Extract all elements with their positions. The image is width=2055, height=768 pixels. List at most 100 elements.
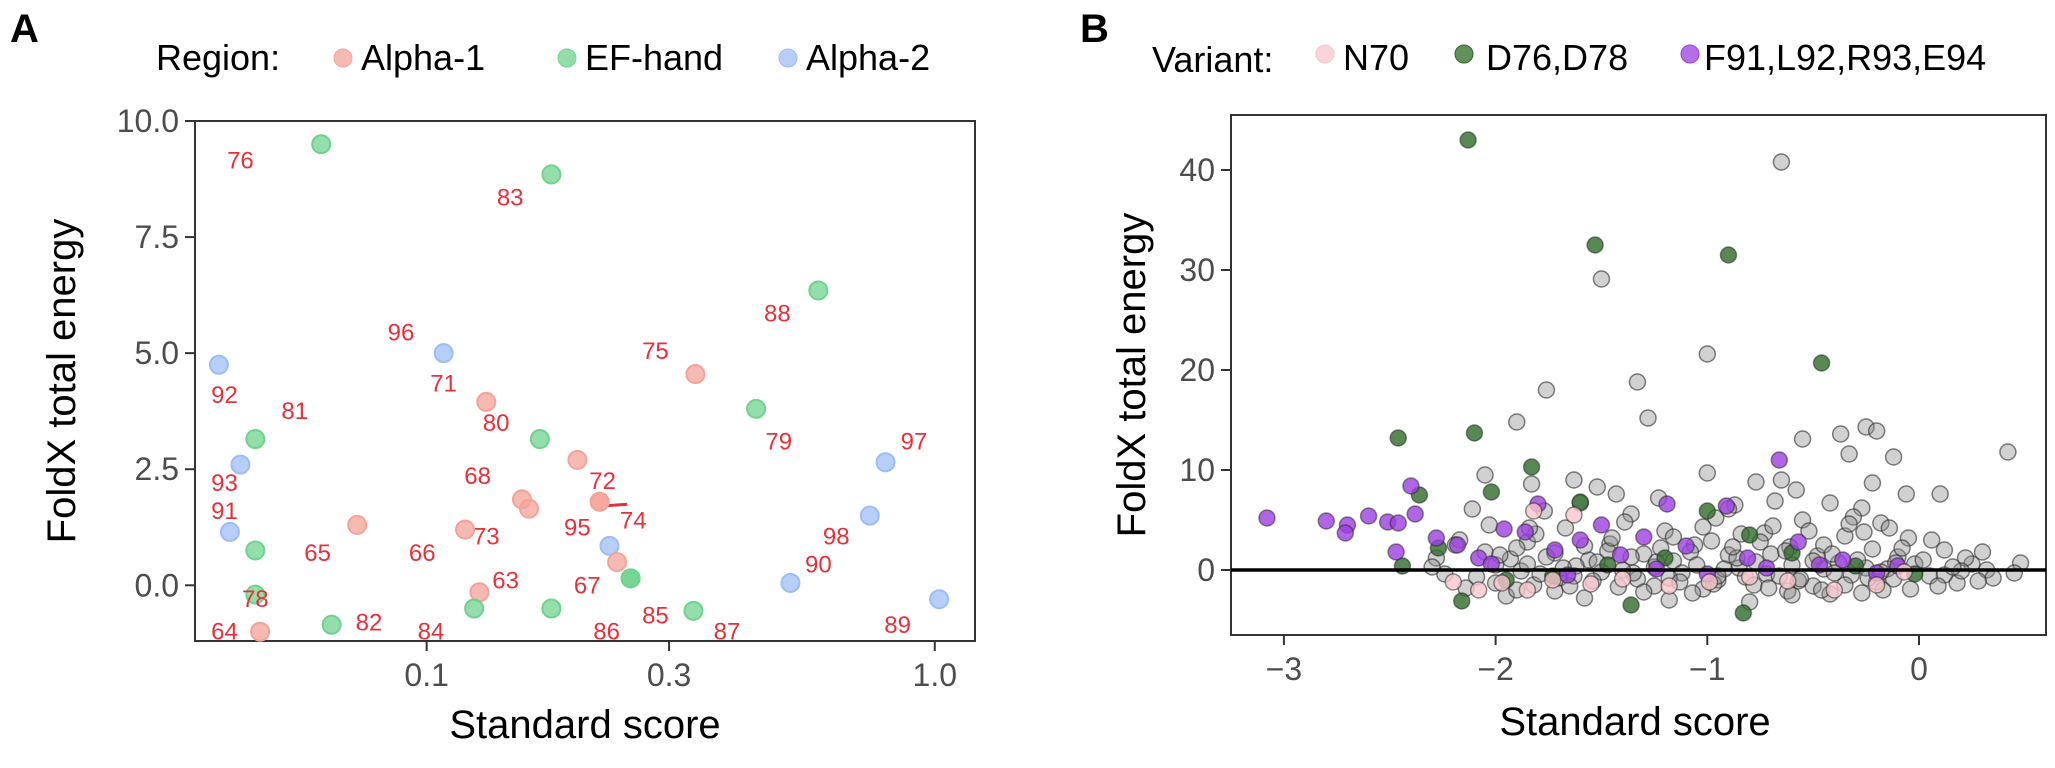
background-point <box>1821 494 1839 512</box>
variant-point <box>1469 581 1488 599</box>
variant-point <box>1611 546 1630 564</box>
variant-point <box>1524 502 1543 520</box>
background-point <box>1766 492 1784 510</box>
background-point <box>1867 422 1886 440</box>
point-label: 71 <box>430 370 457 397</box>
point-label: 87 <box>714 619 741 646</box>
background-point <box>1537 381 1556 399</box>
point-label: 63 <box>492 568 519 595</box>
panel-b-x-axis-label: Standard score <box>1499 700 1770 744</box>
variant-point <box>1895 563 1913 581</box>
legend-b-label-f91-l92-r93-e94: F91,L92,R93,E94 <box>1704 37 1986 78</box>
background-point <box>1914 551 1932 569</box>
legend-a-marker-ef-hand <box>557 48 577 68</box>
background-point <box>1787 481 1805 499</box>
background-point <box>1694 518 1712 536</box>
background-point <box>2005 564 2023 582</box>
background-point <box>1723 538 1742 556</box>
background-point <box>1931 485 1949 503</box>
data-point <box>476 391 497 412</box>
variant-point <box>1622 596 1640 614</box>
data-point <box>219 521 240 542</box>
panel-b-legend-title: Variant: <box>1152 39 1273 80</box>
variant-point <box>1770 451 1789 469</box>
variant-point <box>1700 573 1719 591</box>
variant-point <box>1482 555 1501 573</box>
variant-point <box>1258 509 1276 527</box>
point-label: 64 <box>211 619 238 646</box>
point-label: 78 <box>242 586 269 613</box>
x-tick-label: −2 <box>1477 651 1513 687</box>
panel-b: B Variant: N70 D76,D78 F91,L92,R93,E94 0… <box>1080 7 2047 744</box>
background-point <box>1944 558 1962 576</box>
variant-point <box>1317 512 1336 530</box>
background-point <box>1615 513 1634 531</box>
variant-point <box>1493 574 1511 592</box>
panel-a-x-axis-label: Standard score <box>449 703 720 747</box>
y-tick-label: 10 <box>1179 452 1215 488</box>
point-label: 92 <box>211 382 238 409</box>
background-point <box>1702 532 1721 550</box>
background-point <box>1793 430 1812 448</box>
background-point <box>1518 555 1537 573</box>
variant-point <box>1867 576 1886 594</box>
point-label: 84 <box>418 619 445 646</box>
y-tick-label: 5.0 <box>135 335 179 371</box>
background-point <box>1973 543 1992 561</box>
background-point <box>1628 373 1647 391</box>
y-tick-label: 40 <box>1179 152 1215 188</box>
point-label: 86 <box>593 619 620 646</box>
data-point <box>589 491 610 512</box>
background-point <box>1508 413 1526 431</box>
point-label: 65 <box>304 540 331 567</box>
variant-point <box>1336 524 1355 542</box>
y-tick-label: 10.0 <box>117 103 179 139</box>
point-label: 75 <box>642 338 669 365</box>
variant-point <box>1789 533 1808 551</box>
variant-point <box>1677 537 1695 555</box>
variant-point <box>1834 551 1852 569</box>
data-point <box>518 498 539 519</box>
data-point <box>685 364 706 385</box>
variant-point <box>1402 477 1420 495</box>
background-point <box>1664 528 1683 546</box>
variant-point <box>1387 543 1405 561</box>
variant-point <box>1406 505 1424 523</box>
panel-a-legend: Region: Alpha-1 EF-hand Alpha-2 <box>156 37 930 78</box>
background-point <box>1831 425 1850 443</box>
panel-b-letter: B <box>1080 7 1109 51</box>
point-label: 79 <box>765 428 792 455</box>
data-point <box>433 343 454 364</box>
data-point <box>541 164 562 185</box>
background-point <box>1698 345 1717 363</box>
legend-b-label-d76-d78: D76,D78 <box>1486 37 1628 78</box>
point-label: 98 <box>823 524 850 551</box>
variant-point <box>1565 506 1583 524</box>
data-point <box>746 398 767 419</box>
point-label: 73 <box>473 524 500 551</box>
point-label: 72 <box>589 468 616 495</box>
point-label: 68 <box>464 463 491 490</box>
variant-point <box>1465 424 1484 442</box>
variant-point <box>1544 571 1562 589</box>
variant-point <box>1444 573 1463 591</box>
data-point <box>620 568 641 589</box>
data-point <box>208 354 229 375</box>
data-point <box>607 552 628 573</box>
background-point <box>1764 517 1782 535</box>
point-label: 93 <box>211 470 238 497</box>
background-point <box>1423 558 1441 576</box>
y-tick-label: 2.5 <box>135 451 179 487</box>
background-point <box>1607 485 1626 503</box>
background-point <box>1956 549 1975 567</box>
legend-b-label-n70: N70 <box>1343 37 1409 78</box>
variant-point <box>1825 581 1844 599</box>
point-label: 74 <box>620 507 647 534</box>
data-point <box>250 621 271 642</box>
data-point <box>859 505 880 526</box>
variant-point <box>1582 575 1600 593</box>
panel-a-plot-area <box>194 120 976 642</box>
background-point <box>1480 516 1499 534</box>
panel-a-legend-title: Region: <box>156 37 280 78</box>
